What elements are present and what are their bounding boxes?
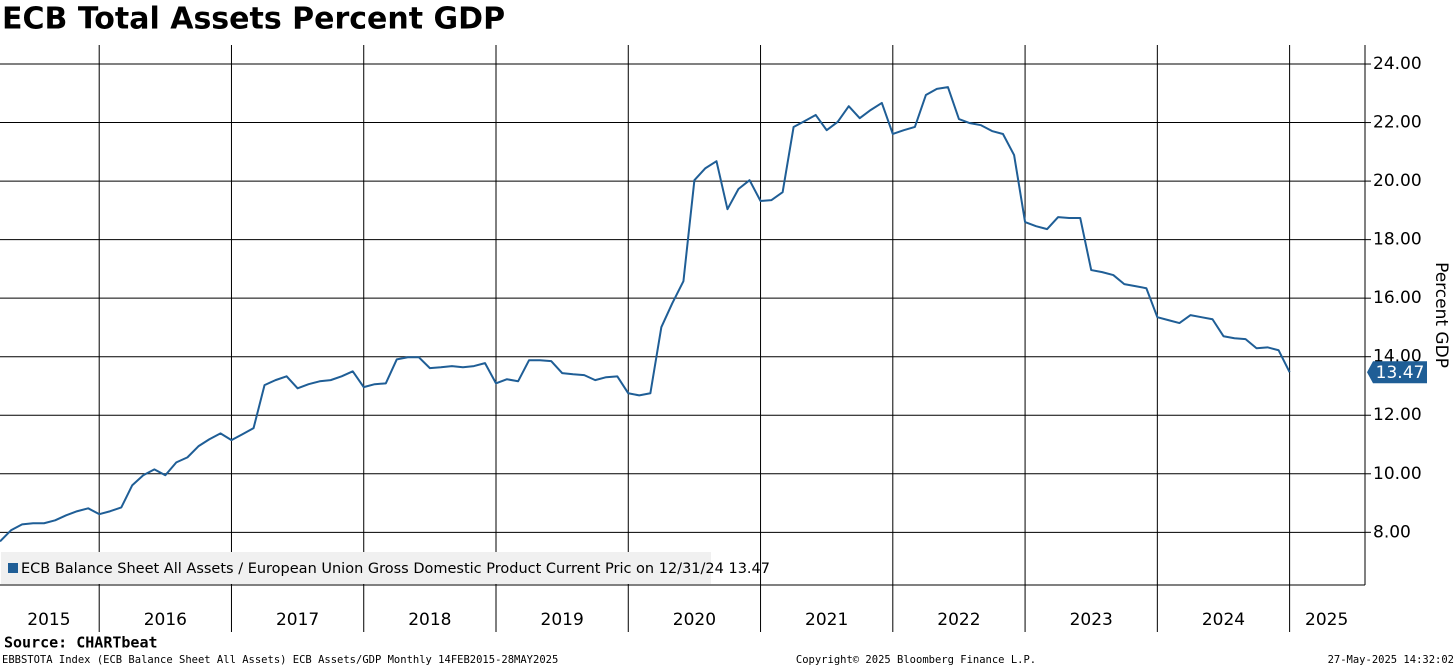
y-axis-label: Percent GDP	[1431, 262, 1451, 368]
x-tick-label: 2019	[541, 610, 584, 630]
x-tick-label: 2025	[1305, 610, 1348, 630]
x-tick-label: 2016	[144, 610, 187, 630]
y-tick-label: 18.00	[1373, 230, 1422, 250]
footer-right: 27-May-2025 14:32:02	[1328, 654, 1454, 666]
x-tick-label: 2021	[805, 610, 848, 630]
value-label: 13.47	[1376, 363, 1425, 383]
y-tick-label: 22.00	[1373, 113, 1422, 133]
source: Source: CHARTbeat	[4, 634, 158, 652]
legend-label: ECB Balance Sheet All Assets / European …	[21, 561, 770, 577]
legend-swatch	[8, 563, 18, 573]
x-tick-label: 2015	[27, 610, 70, 630]
value-tag	[1367, 361, 1427, 384]
x-tick-label: 2018	[408, 610, 451, 630]
x-tick-label: 2020	[673, 610, 716, 630]
chart-title: ECB Total Assets Percent GDP	[2, 2, 505, 37]
x-tick-label: 2023	[1070, 610, 1113, 630]
y-tick-label: 12.00	[1373, 405, 1422, 425]
y-tick-label: 20.00	[1373, 171, 1422, 191]
footer-center: Copyright© 2025 Bloomberg Finance L.P.	[796, 654, 1036, 666]
y-tick-label: 24.00	[1373, 54, 1422, 74]
y-tick-label: 16.00	[1373, 288, 1422, 308]
legend-box	[1, 552, 711, 584]
footer-left: EBBSTOTA Index (ECB Balance Sheet All As…	[2, 654, 558, 666]
x-tick-label: 2022	[937, 610, 980, 630]
y-tick-label: 8.00	[1373, 522, 1411, 542]
x-tick-label: 2024	[1202, 610, 1245, 630]
y-tick-label: 10.00	[1373, 464, 1422, 484]
x-tick-label: 2017	[276, 610, 319, 630]
line-series	[0, 86, 1291, 543]
